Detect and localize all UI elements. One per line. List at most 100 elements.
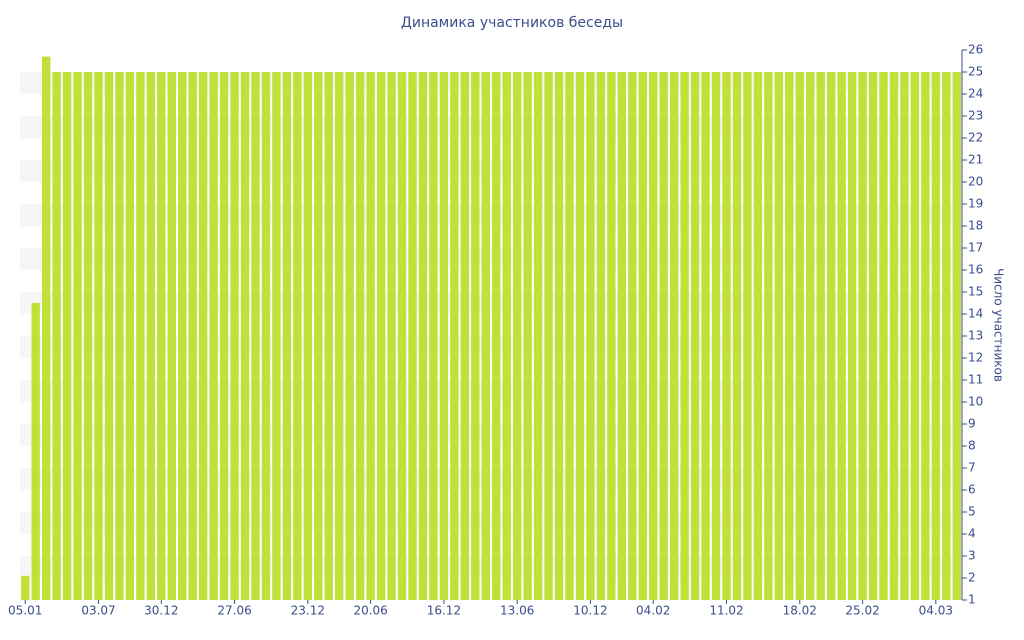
- bar: [732, 72, 742, 600]
- bar: [178, 72, 187, 600]
- bar: [743, 72, 752, 600]
- chart-title: Динамика участников беседы: [401, 15, 623, 31]
- bar: [397, 72, 407, 600]
- bar: [240, 72, 250, 600]
- bar: [450, 72, 459, 600]
- bar: [628, 72, 637, 600]
- bar: [439, 72, 449, 600]
- bar: [293, 72, 302, 600]
- bar: [879, 72, 888, 600]
- bar: [125, 72, 135, 600]
- y-tick-label: 11: [968, 373, 983, 387]
- bar: [806, 72, 815, 600]
- bar: [492, 72, 501, 600]
- bar: [921, 72, 930, 600]
- bar: [826, 72, 836, 600]
- x-tick-label: 16.12: [427, 604, 461, 618]
- bar: [596, 72, 606, 600]
- y-tick-label: 23: [968, 109, 983, 123]
- y-tick-label: 10: [968, 395, 983, 409]
- bar: [324, 72, 333, 600]
- y-tick-label: 16: [968, 263, 983, 277]
- bar: [376, 72, 386, 600]
- bar: [565, 72, 574, 600]
- bar: [303, 72, 313, 600]
- bar: [847, 72, 857, 600]
- bar: [471, 72, 480, 600]
- bar: [115, 72, 124, 600]
- bar: [649, 72, 658, 600]
- bar: [52, 72, 61, 600]
- bar: [408, 72, 417, 600]
- bar: [251, 72, 260, 600]
- x-tick-label: 05.01: [8, 604, 42, 618]
- bar: [157, 72, 166, 600]
- bar: [261, 72, 271, 600]
- bar: [575, 72, 585, 600]
- bar: [586, 72, 595, 600]
- bar: [167, 72, 176, 600]
- y-tick-label: 9: [968, 417, 976, 431]
- bar: [230, 72, 239, 600]
- bar: [942, 72, 951, 600]
- bar: [701, 72, 710, 600]
- y-tick-label: 1: [968, 593, 976, 607]
- bar: [638, 72, 647, 600]
- bar: [669, 72, 679, 600]
- y-tick-label: 26: [968, 43, 983, 57]
- bar: [418, 72, 428, 600]
- bar: [858, 72, 867, 600]
- bar: [533, 72, 543, 600]
- bar: [73, 72, 82, 600]
- y-tick-label: 22: [968, 131, 983, 145]
- x-tick-label: 11.02: [709, 604, 743, 618]
- y-tick-label: 5: [968, 505, 976, 519]
- bar: [146, 72, 156, 600]
- bar: [523, 72, 532, 600]
- y-tick-label: 20: [968, 175, 983, 189]
- x-tick-label: 27.06: [217, 604, 251, 618]
- y-axis-title: Число участников: [992, 268, 1006, 382]
- bar: [617, 72, 627, 600]
- bar: [41, 56, 51, 601]
- bar: [21, 575, 30, 600]
- y-tick-label: 19: [968, 197, 983, 211]
- x-tick-label: 25.02: [845, 604, 879, 618]
- bar: [764, 72, 773, 600]
- bar: [816, 72, 825, 600]
- x-tick-label: 18.02: [783, 604, 817, 618]
- bar: [837, 72, 846, 600]
- x-tick-label: 30.12: [144, 604, 178, 618]
- x-tick-label: 03.07: [81, 604, 115, 618]
- y-tick-label: 24: [968, 87, 983, 101]
- bar: [931, 72, 941, 600]
- bar: [722, 72, 731, 600]
- bar: [889, 72, 899, 600]
- bar: [785, 72, 794, 600]
- bar: [952, 72, 961, 600]
- bar: [209, 72, 218, 600]
- x-tick-label: 10.12: [573, 604, 607, 618]
- x-tick-label: 23.12: [291, 604, 325, 618]
- bar: [136, 72, 145, 600]
- bar: [198, 72, 208, 600]
- bar: [355, 72, 365, 600]
- bar: [188, 72, 197, 600]
- bar: [868, 72, 878, 600]
- y-tick-label: 4: [968, 527, 976, 541]
- bar: [900, 72, 909, 600]
- bar: [680, 72, 689, 600]
- y-tick-label: 2: [968, 571, 976, 585]
- bar: [774, 72, 784, 600]
- bar: [335, 72, 344, 600]
- y-tick-label: 15: [968, 285, 983, 299]
- bar: [219, 72, 229, 600]
- bar: [690, 72, 700, 600]
- y-tick-label: 14: [968, 307, 983, 321]
- bar: [753, 72, 763, 600]
- y-tick-label: 8: [968, 439, 976, 453]
- y-tick-label: 12: [968, 351, 983, 365]
- bar: [83, 72, 93, 600]
- y-tick-label: 7: [968, 461, 976, 475]
